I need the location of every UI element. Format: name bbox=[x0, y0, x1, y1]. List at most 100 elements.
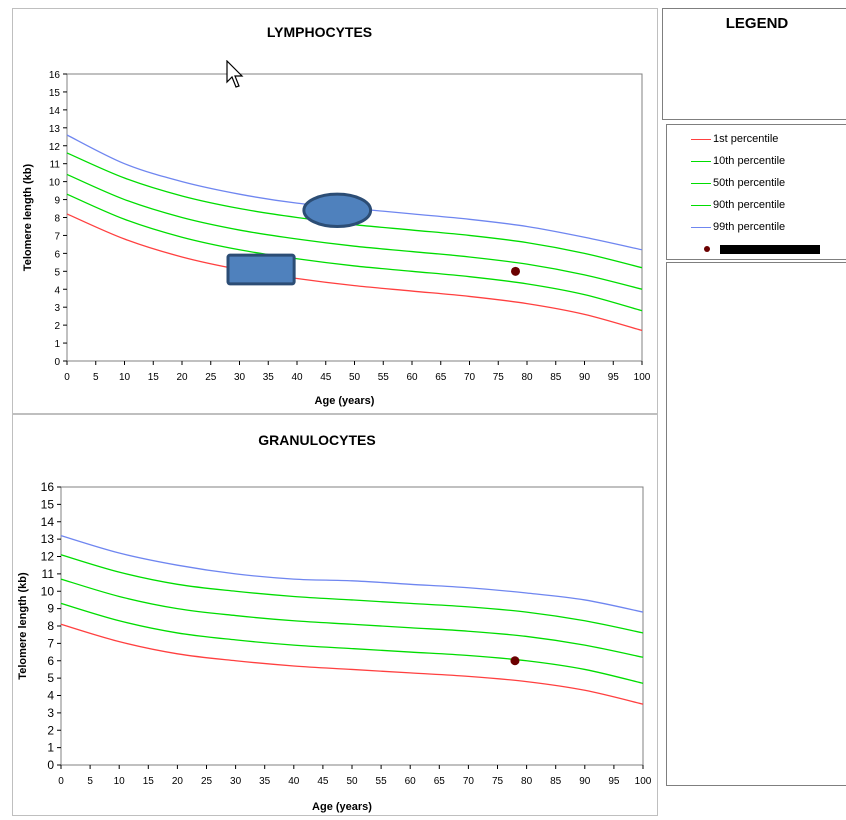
redacted-label bbox=[720, 244, 820, 254]
series-line-99th-percentile bbox=[60, 535, 644, 613]
y-tick-label: 15 bbox=[49, 88, 61, 99]
mouse-cursor-icon bbox=[226, 60, 244, 88]
y-tick-label: 5 bbox=[47, 671, 54, 685]
x-tick-label: 40 bbox=[291, 372, 303, 383]
x-tick-label: 50 bbox=[349, 372, 361, 383]
series-line-1st-percentile bbox=[60, 623, 644, 705]
y-tick-label: 16 bbox=[49, 70, 61, 81]
x-tick-label: 55 bbox=[376, 776, 388, 787]
x-tick-label: 30 bbox=[234, 372, 246, 383]
legend-blank-area bbox=[666, 262, 846, 786]
x-tick-label: 10 bbox=[114, 776, 126, 787]
y-axis-label: Telomere length (kb) bbox=[17, 572, 29, 680]
y-tick-label: 10 bbox=[41, 584, 55, 598]
legend-swatch-green bbox=[691, 182, 711, 184]
y-tick-label: 9 bbox=[54, 196, 60, 207]
legend-item-patient bbox=[691, 241, 820, 257]
y-tick-label: 4 bbox=[54, 285, 60, 296]
series-line-1st-percentile bbox=[66, 213, 643, 332]
chart-title: LYMPHOCYTES bbox=[267, 24, 372, 40]
y-tick-label: 9 bbox=[47, 602, 54, 616]
y-axis-label: Telomere length (kb) bbox=[22, 163, 34, 271]
legend-item-10th-percentile: 10th percentile bbox=[691, 153, 785, 169]
x-tick-label: 20 bbox=[172, 776, 184, 787]
x-tick-label: 90 bbox=[579, 372, 591, 383]
y-tick-label: 0 bbox=[47, 758, 54, 772]
x-tick-label: 45 bbox=[320, 372, 332, 383]
x-tick-label: 60 bbox=[405, 776, 417, 787]
legend-label: 99th percentile bbox=[713, 221, 786, 233]
x-tick-label: 40 bbox=[288, 776, 300, 787]
overlay-ellipse bbox=[302, 192, 373, 228]
y-tick-label: 2 bbox=[54, 321, 60, 332]
x-tick-label: 70 bbox=[463, 776, 475, 787]
x-tick-label: 90 bbox=[579, 776, 591, 787]
x-tick-label: 70 bbox=[464, 372, 476, 383]
legend-label: 90th percentile bbox=[713, 199, 786, 211]
x-tick-label: 20 bbox=[176, 372, 188, 383]
y-tick-label: 13 bbox=[49, 124, 61, 135]
y-tick-label: 4 bbox=[47, 689, 54, 703]
y-tick-label: 8 bbox=[47, 619, 54, 633]
legend-swatch-green bbox=[691, 160, 711, 162]
series-line-50th-percentile bbox=[60, 578, 644, 658]
legend-swatch-blue bbox=[691, 226, 711, 228]
x-tick-label: 45 bbox=[317, 776, 329, 787]
patient-data-point bbox=[510, 656, 520, 666]
legend-item-1st-percentile: 1st percentile bbox=[691, 131, 778, 147]
plot-area bbox=[60, 486, 644, 766]
legend-label: 10th percentile bbox=[713, 155, 786, 167]
series-line-10th-percentile bbox=[66, 193, 643, 312]
y-tick-label: 15 bbox=[41, 497, 55, 511]
legend-item-90th-percentile: 90th percentile bbox=[691, 197, 785, 213]
legend-swatch-green bbox=[691, 204, 711, 206]
y-tick-label: 2 bbox=[47, 723, 54, 737]
x-tick-label: 80 bbox=[521, 372, 533, 383]
patient-data-point bbox=[511, 266, 520, 276]
x-tick-label: 85 bbox=[550, 372, 562, 383]
x-tick-label: 80 bbox=[521, 776, 533, 787]
legend-label: 50th percentile bbox=[713, 177, 786, 189]
x-tick-label: 65 bbox=[434, 776, 446, 787]
series-line-90th-percentile bbox=[60, 554, 644, 634]
x-tick-label: 95 bbox=[608, 776, 620, 787]
lymphocytes-chart-panel: LYMPHOCYTES 0 1 2 3 4 5 6 7 8 9 10 11 12 13 14 15 16 0 5 10 1… bbox=[12, 8, 658, 414]
y-tick-label: 12 bbox=[41, 550, 55, 564]
x-tick-label: 75 bbox=[493, 372, 505, 383]
granulocytes-chart-panel: GRANULOCYTES 0 1 2 3 4 5 6 7 8 9 10 11 12 13 14 15 16 0 5 10… bbox=[12, 414, 658, 816]
x-tick-label: 60 bbox=[406, 372, 418, 383]
x-tick-label: 15 bbox=[143, 776, 155, 787]
x-tick-label: 55 bbox=[378, 372, 390, 383]
overlay-rectangle bbox=[226, 253, 296, 286]
y-tick-label: 0 bbox=[54, 357, 60, 368]
y-tick-label: 7 bbox=[47, 636, 54, 650]
y-tick-label: 6 bbox=[54, 249, 60, 260]
y-tick-label: 6 bbox=[47, 654, 54, 668]
x-tick-label: 95 bbox=[608, 372, 620, 383]
x-tick-label: 5 bbox=[87, 776, 93, 787]
x-tick-label: 25 bbox=[205, 372, 217, 383]
legend-title: LEGEND bbox=[725, 15, 789, 32]
y-tick-label: 16 bbox=[41, 480, 55, 494]
x-tick-label: 85 bbox=[550, 776, 562, 787]
y-tick-label: 3 bbox=[54, 303, 60, 314]
legend-item-50th-percentile: 50th percentile bbox=[691, 175, 785, 191]
x-tick-label: 35 bbox=[259, 776, 271, 787]
x-tick-label: 0 bbox=[58, 776, 64, 787]
patient-marker-icon bbox=[704, 246, 710, 252]
y-tick-label: 10 bbox=[49, 178, 61, 189]
x-axis-label: Age (years) bbox=[312, 801, 372, 813]
y-tick-label: 8 bbox=[54, 214, 60, 225]
x-tick-label: 35 bbox=[263, 372, 275, 383]
y-tick-label: 1 bbox=[54, 339, 60, 350]
x-tick-label: 30 bbox=[230, 776, 242, 787]
x-tick-label: 25 bbox=[201, 776, 213, 787]
y-tick-label: 13 bbox=[41, 532, 55, 546]
x-tick-label: 100 bbox=[635, 776, 652, 787]
x-tick-label: 75 bbox=[492, 776, 504, 787]
y-tick-label: 11 bbox=[42, 567, 55, 581]
y-tick-label: 14 bbox=[41, 515, 55, 529]
x-tick-label: 5 bbox=[93, 372, 99, 383]
x-tick-label: 0 bbox=[64, 372, 70, 383]
